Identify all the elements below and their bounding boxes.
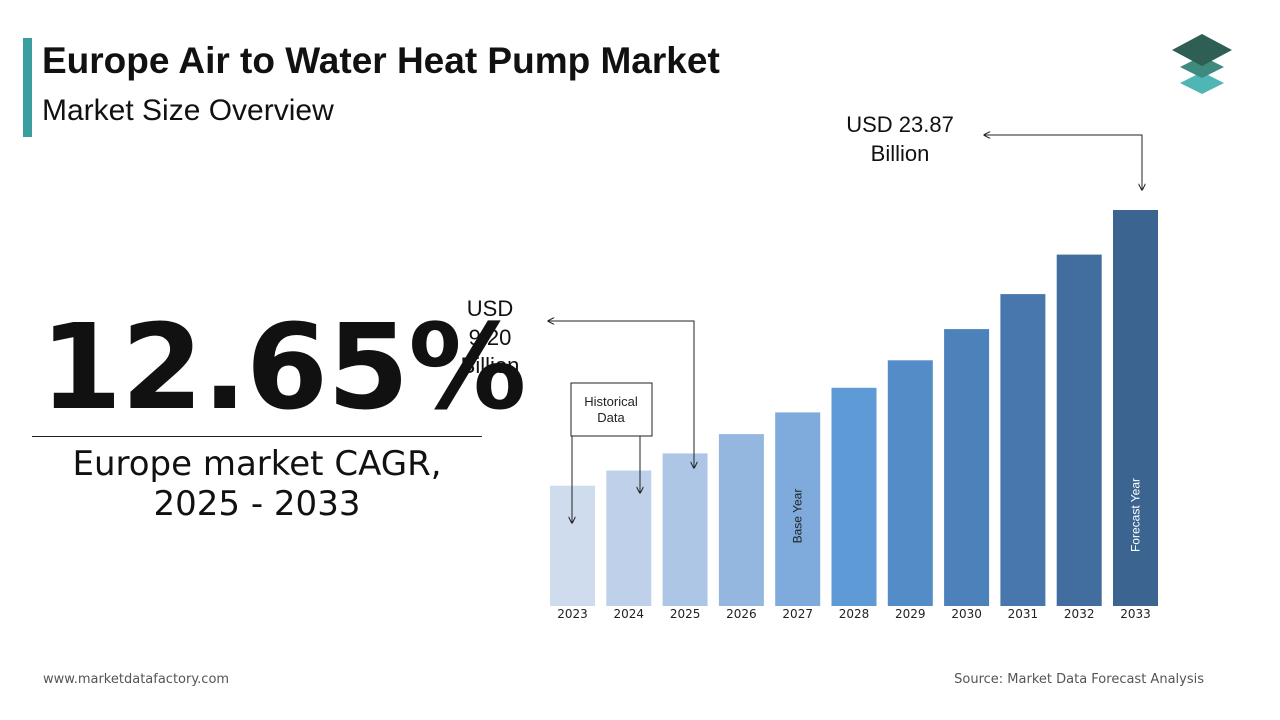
end-value-line2: Billion <box>871 141 930 166</box>
start-value-line2: 9.20 <box>469 325 512 350</box>
x-tick-2024: 2024 <box>614 607 645 621</box>
bars-group <box>550 210 1158 606</box>
title-accent-bar <box>23 38 32 137</box>
start-value-line3: Billion <box>461 353 520 378</box>
page-title: Europe Air to Water Heat Pump Market <box>42 40 720 81</box>
bar-2024 <box>606 470 652 606</box>
x-tick-2029: 2029 <box>895 607 926 621</box>
bar-2028 <box>831 387 877 606</box>
x-tick-2030: 2030 <box>951 607 982 621</box>
x-tick-2028: 2028 <box>839 607 870 621</box>
bar-2031 <box>1000 294 1046 606</box>
x-axis-ticks: 2023 2024 2025 2026 2027 2028 2029 2030 2031 2032… <box>557 607 1151 621</box>
cagr-label: Europe market CAGR, 2025 - 2033 <box>32 444 482 524</box>
bar-label-2027: Base Year <box>791 489 805 544</box>
bar-2032 <box>1056 254 1102 606</box>
bar-2029 <box>887 360 933 606</box>
cagr-value: 12.65% <box>40 298 526 436</box>
start-value-arrow <box>548 321 694 468</box>
bar-vertical-labels: Base Year Forecast Year <box>791 478 1143 552</box>
historical-box-line1: Historical <box>584 394 638 409</box>
footer-source: Source: Market Data Forecast Analysis <box>954 672 1204 687</box>
x-tick-2026: 2026 <box>726 607 757 621</box>
x-tick-2025: 2025 <box>670 607 701 621</box>
bar-2033 <box>1113 210 1158 606</box>
bar-2026 <box>718 434 764 606</box>
end-value-arrow <box>984 135 1142 190</box>
bar-label-2033: Forecast Year <box>1129 478 1143 552</box>
x-tick-2032: 2032 <box>1064 607 1095 621</box>
end-value-line1: USD 23.87 <box>846 112 954 137</box>
cagr-divider <box>32 436 482 437</box>
company-logo-icon <box>1172 34 1232 94</box>
footer-website: www.marketdatafactory.com <box>43 672 230 687</box>
start-value-line1: USD <box>467 296 513 321</box>
x-tick-2023: 2023 <box>557 607 588 621</box>
historical-box-line2: Data <box>597 410 625 425</box>
bar-2027 <box>775 412 821 606</box>
x-tick-2033: 2033 <box>1120 607 1151 621</box>
cagr-label-line1: Europe market CAGR, <box>72 444 442 484</box>
x-tick-2027: 2027 <box>782 607 813 621</box>
x-tick-2031: 2031 <box>1008 607 1039 621</box>
page-subtitle: Market Size Overview <box>42 94 334 127</box>
bar-2025 <box>662 453 708 606</box>
bar-2030 <box>944 329 990 606</box>
historical-data-box <box>570 382 653 437</box>
cagr-label-line2: 2025 - 2033 <box>153 484 361 524</box>
